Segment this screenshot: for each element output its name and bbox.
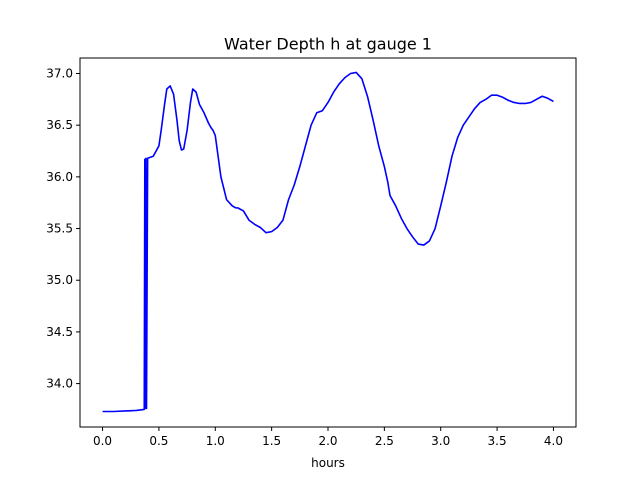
x-tick-label: 1.5: [262, 434, 281, 448]
series-line: [102, 71, 554, 413]
x-tick-label: 2.0: [318, 434, 337, 448]
y-tick-label: 34.5: [46, 325, 73, 339]
y-tick-label: 35.5: [46, 222, 73, 236]
y-tick-label: 36.5: [46, 118, 73, 132]
x-tick-label: 4.0: [544, 434, 563, 448]
x-tick-label: 0.0: [93, 434, 112, 448]
chart-title: Water Depth h at gauge 1: [224, 35, 432, 54]
x-tick-label: 2.5: [375, 434, 394, 448]
x-tick-label: 3.0: [431, 434, 450, 448]
data-layer: [102, 71, 554, 413]
x-axis-label: hours: [311, 456, 345, 470]
x-tick-label: 1.0: [206, 434, 225, 448]
y-tick-label: 34.0: [46, 377, 73, 391]
y-tick-label: 37.0: [46, 67, 73, 81]
y-tick-label: 35.0: [46, 273, 73, 287]
y-tick-label: 36.0: [46, 170, 73, 184]
x-tick-label: 3.5: [488, 434, 507, 448]
y-axis-ticks: 34.0 34.5 35.0 35.5 36.0 36.5 37.0: [46, 67, 80, 391]
x-axis-ticks: 0.0 0.5 1.0 1.5 2.0 2.5 3.0 3.5 4.0: [93, 427, 563, 448]
x-tick-label: 0.5: [149, 434, 168, 448]
